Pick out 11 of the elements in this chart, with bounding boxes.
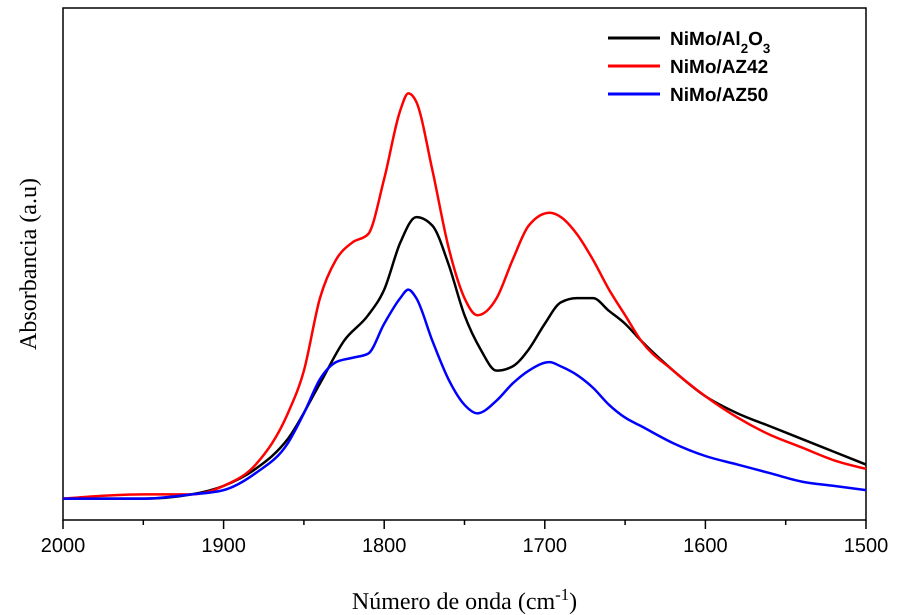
y-axis-title: Absorbancia (a.u) (16, 178, 42, 350)
x-axis-title: Número de onda (cm$^{-1}$) (352, 584, 578, 615)
x-tick-label: 1900 (201, 535, 246, 557)
legend-label: NiMo/Al$_{2}$O$_{3}$ (670, 29, 770, 56)
x-tick-label: 1600 (683, 535, 728, 557)
legend-label: NiMo/AZ50 (670, 85, 768, 106)
x-tick-label: 1500 (844, 535, 888, 557)
x-tick-label: 1800 (362, 535, 406, 557)
x-tick-label: 1700 (522, 535, 568, 557)
x-tick-label: 2000 (40, 535, 86, 557)
legend-label: NiMo/AZ42 (670, 57, 768, 78)
